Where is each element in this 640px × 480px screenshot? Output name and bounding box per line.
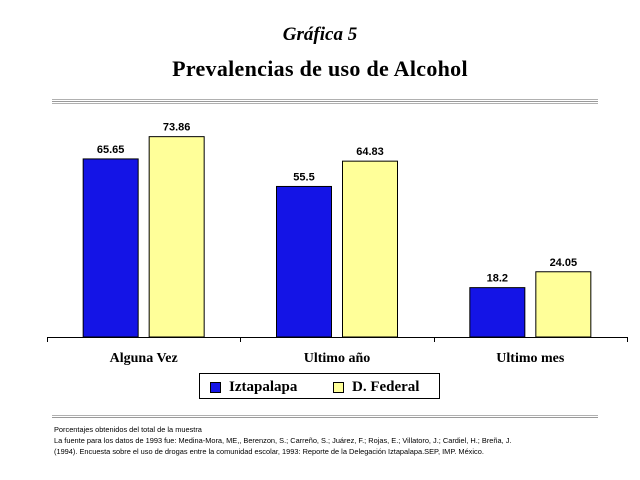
legend-item-series-2: D. Federal [333, 378, 419, 396]
bar-1-2 [276, 185, 332, 338]
chart-title: Prevalencias de uso de Alcohol [172, 56, 468, 81]
data-label-2-2: 64.83 [356, 146, 384, 158]
chart-legend: Iztapalapa D. Federal [199, 373, 440, 399]
legend-label-series-2: D. Federal [352, 378, 420, 395]
note-line-sample: Porcentajes obtenidos del total de la mu… [54, 425, 202, 434]
data-label-1-2: 55.5 [293, 171, 314, 183]
data-label-2-1: 73.86 [163, 122, 191, 134]
data-label-1-1: 65.65 [97, 144, 125, 156]
bar-2-1 [148, 136, 205, 338]
note-line-reference: (1994). Encuesta sobre el uso de drogas … [54, 447, 484, 456]
x-tick-label-3: Ultimo mes [496, 351, 565, 366]
bar-1-1 [82, 158, 139, 338]
x-tick-label-1: Alguna Vez [110, 351, 178, 366]
legend-label-series-1: Iztapalapa [229, 378, 298, 395]
bar-1-3 [469, 287, 526, 338]
legend-swatch-series-1 [210, 381, 221, 393]
note-line-source: La fuente para los datos de 1993 fue: Me… [54, 436, 512, 445]
top-divider-secondary [52, 101, 598, 102]
legend-item-series-1: Iztapalapa [210, 378, 297, 396]
figure-number: Gráfica 5 [282, 24, 358, 45]
data-label-1-3: 18.2 [487, 273, 508, 285]
bottom-divider-secondary [52, 417, 598, 418]
bottom-divider [52, 415, 598, 416]
bar-2-3 [535, 271, 592, 338]
top-divider-tertiary [52, 103, 598, 104]
source-notes: Porcentajes obtenidos del total de la mu… [54, 424, 614, 457]
x-tick-label-2: Ultimo año [304, 351, 371, 366]
data-label-2-3: 24.05 [550, 257, 578, 269]
top-divider [52, 99, 598, 100]
bar-2-2 [342, 160, 398, 338]
legend-swatch-series-2 [333, 381, 344, 393]
